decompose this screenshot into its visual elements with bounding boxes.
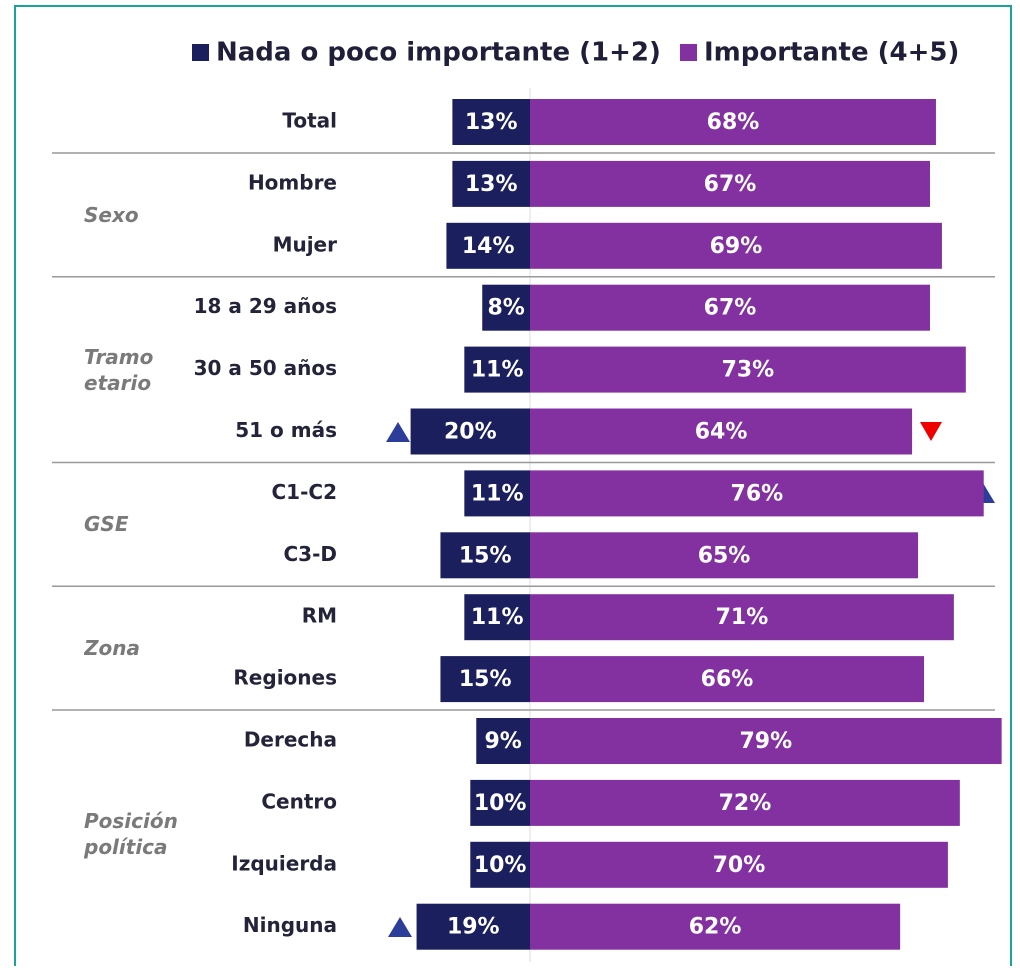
value-label: 68%	[707, 110, 760, 135]
bar	[470, 779, 530, 826]
category-label: Centro	[261, 789, 337, 813]
group-label: GSE	[84, 512, 129, 537]
value-label: 9%	[484, 729, 521, 754]
bar	[530, 718, 1002, 764]
category-label: RM	[302, 604, 337, 628]
value-label: 14%	[462, 234, 515, 259]
bar	[476, 718, 530, 764]
bar	[530, 779, 960, 826]
value-label: 69%	[710, 234, 763, 259]
value-label: 73%	[722, 358, 775, 383]
value-label: 15%	[459, 667, 512, 692]
bar	[530, 346, 966, 393]
bar	[452, 160, 530, 207]
value-label: 8%	[487, 296, 524, 321]
frame	[14, 5, 1012, 970]
group-label-box: Sexo	[84, 202, 139, 227]
bar	[530, 160, 930, 207]
value-label: 11%	[471, 481, 524, 506]
value-label: 10%	[474, 791, 527, 816]
bar	[530, 222, 942, 269]
bar	[464, 470, 530, 517]
legend-swatch	[680, 44, 697, 61]
bar	[440, 656, 530, 703]
category-label: C1-C2	[272, 480, 338, 504]
value-label: 11%	[471, 605, 524, 630]
category-label: Regiones	[233, 666, 337, 690]
value-label: 15%	[459, 543, 512, 568]
bar	[482, 284, 530, 331]
value-label: 76%	[731, 481, 784, 506]
value-label: 67%	[704, 296, 757, 321]
value-label: 65%	[698, 543, 751, 568]
category-label: Derecha	[244, 728, 337, 752]
group-label: Posición política	[84, 808, 178, 859]
category-label: Izquierda	[231, 851, 337, 875]
value-label: 72%	[719, 791, 772, 816]
significance-down	[920, 422, 942, 441]
legend-label: Importante (4+5)	[704, 38, 959, 68]
group-label: Sexo	[84, 202, 139, 227]
value-label: 11%	[471, 358, 524, 383]
bar	[530, 656, 925, 703]
value-label: 10%	[474, 853, 527, 878]
value-label: 66%	[701, 667, 754, 692]
bar	[530, 841, 948, 888]
bar	[464, 594, 530, 641]
group-label: Zona	[84, 636, 140, 661]
category-label: 18 a 29 años	[194, 294, 337, 318]
value-label: 13%	[465, 110, 518, 135]
significance-up	[386, 422, 410, 442]
category-label: Total	[282, 109, 337, 133]
category-label: 30 a 50 años	[194, 356, 337, 380]
group-label: Tramo etario	[84, 344, 154, 395]
value-label: 62%	[689, 915, 742, 940]
bar	[452, 99, 530, 145]
bar	[530, 594, 954, 641]
value-label: 19%	[447, 915, 500, 940]
bar	[470, 841, 530, 888]
bar	[530, 408, 913, 455]
significance-up	[388, 917, 412, 937]
bar	[530, 99, 936, 145]
value-label: 64%	[695, 420, 748, 445]
value-label: 67%	[704, 172, 757, 197]
bar	[464, 346, 530, 393]
value-label: 79%	[739, 729, 792, 754]
bar	[410, 408, 530, 455]
bar	[440, 532, 530, 579]
value-label: 70%	[713, 853, 766, 878]
group-label-box: Tramo etario	[84, 344, 154, 395]
category-label: C3-D	[284, 542, 338, 566]
group-label-box: Posición política	[84, 808, 178, 859]
value-label: 20%	[444, 420, 497, 445]
group-label-box: Zona	[84, 636, 140, 661]
legend-swatch	[192, 44, 209, 61]
bar	[530, 470, 984, 517]
group-label-box: GSE	[84, 512, 129, 537]
category-label: Ninguna	[243, 913, 337, 937]
category-label: Mujer	[273, 232, 338, 256]
value-label: 71%	[716, 605, 769, 630]
bar	[416, 903, 530, 950]
category-label: Hombre	[248, 170, 337, 194]
bar	[530, 532, 919, 579]
bar	[446, 222, 530, 269]
bar	[530, 284, 930, 331]
legend-label: Nada o poco importante (1+2)	[216, 38, 661, 68]
bar	[530, 903, 901, 950]
value-label: 13%	[465, 172, 518, 197]
category-label: 51 o más	[235, 418, 337, 442]
